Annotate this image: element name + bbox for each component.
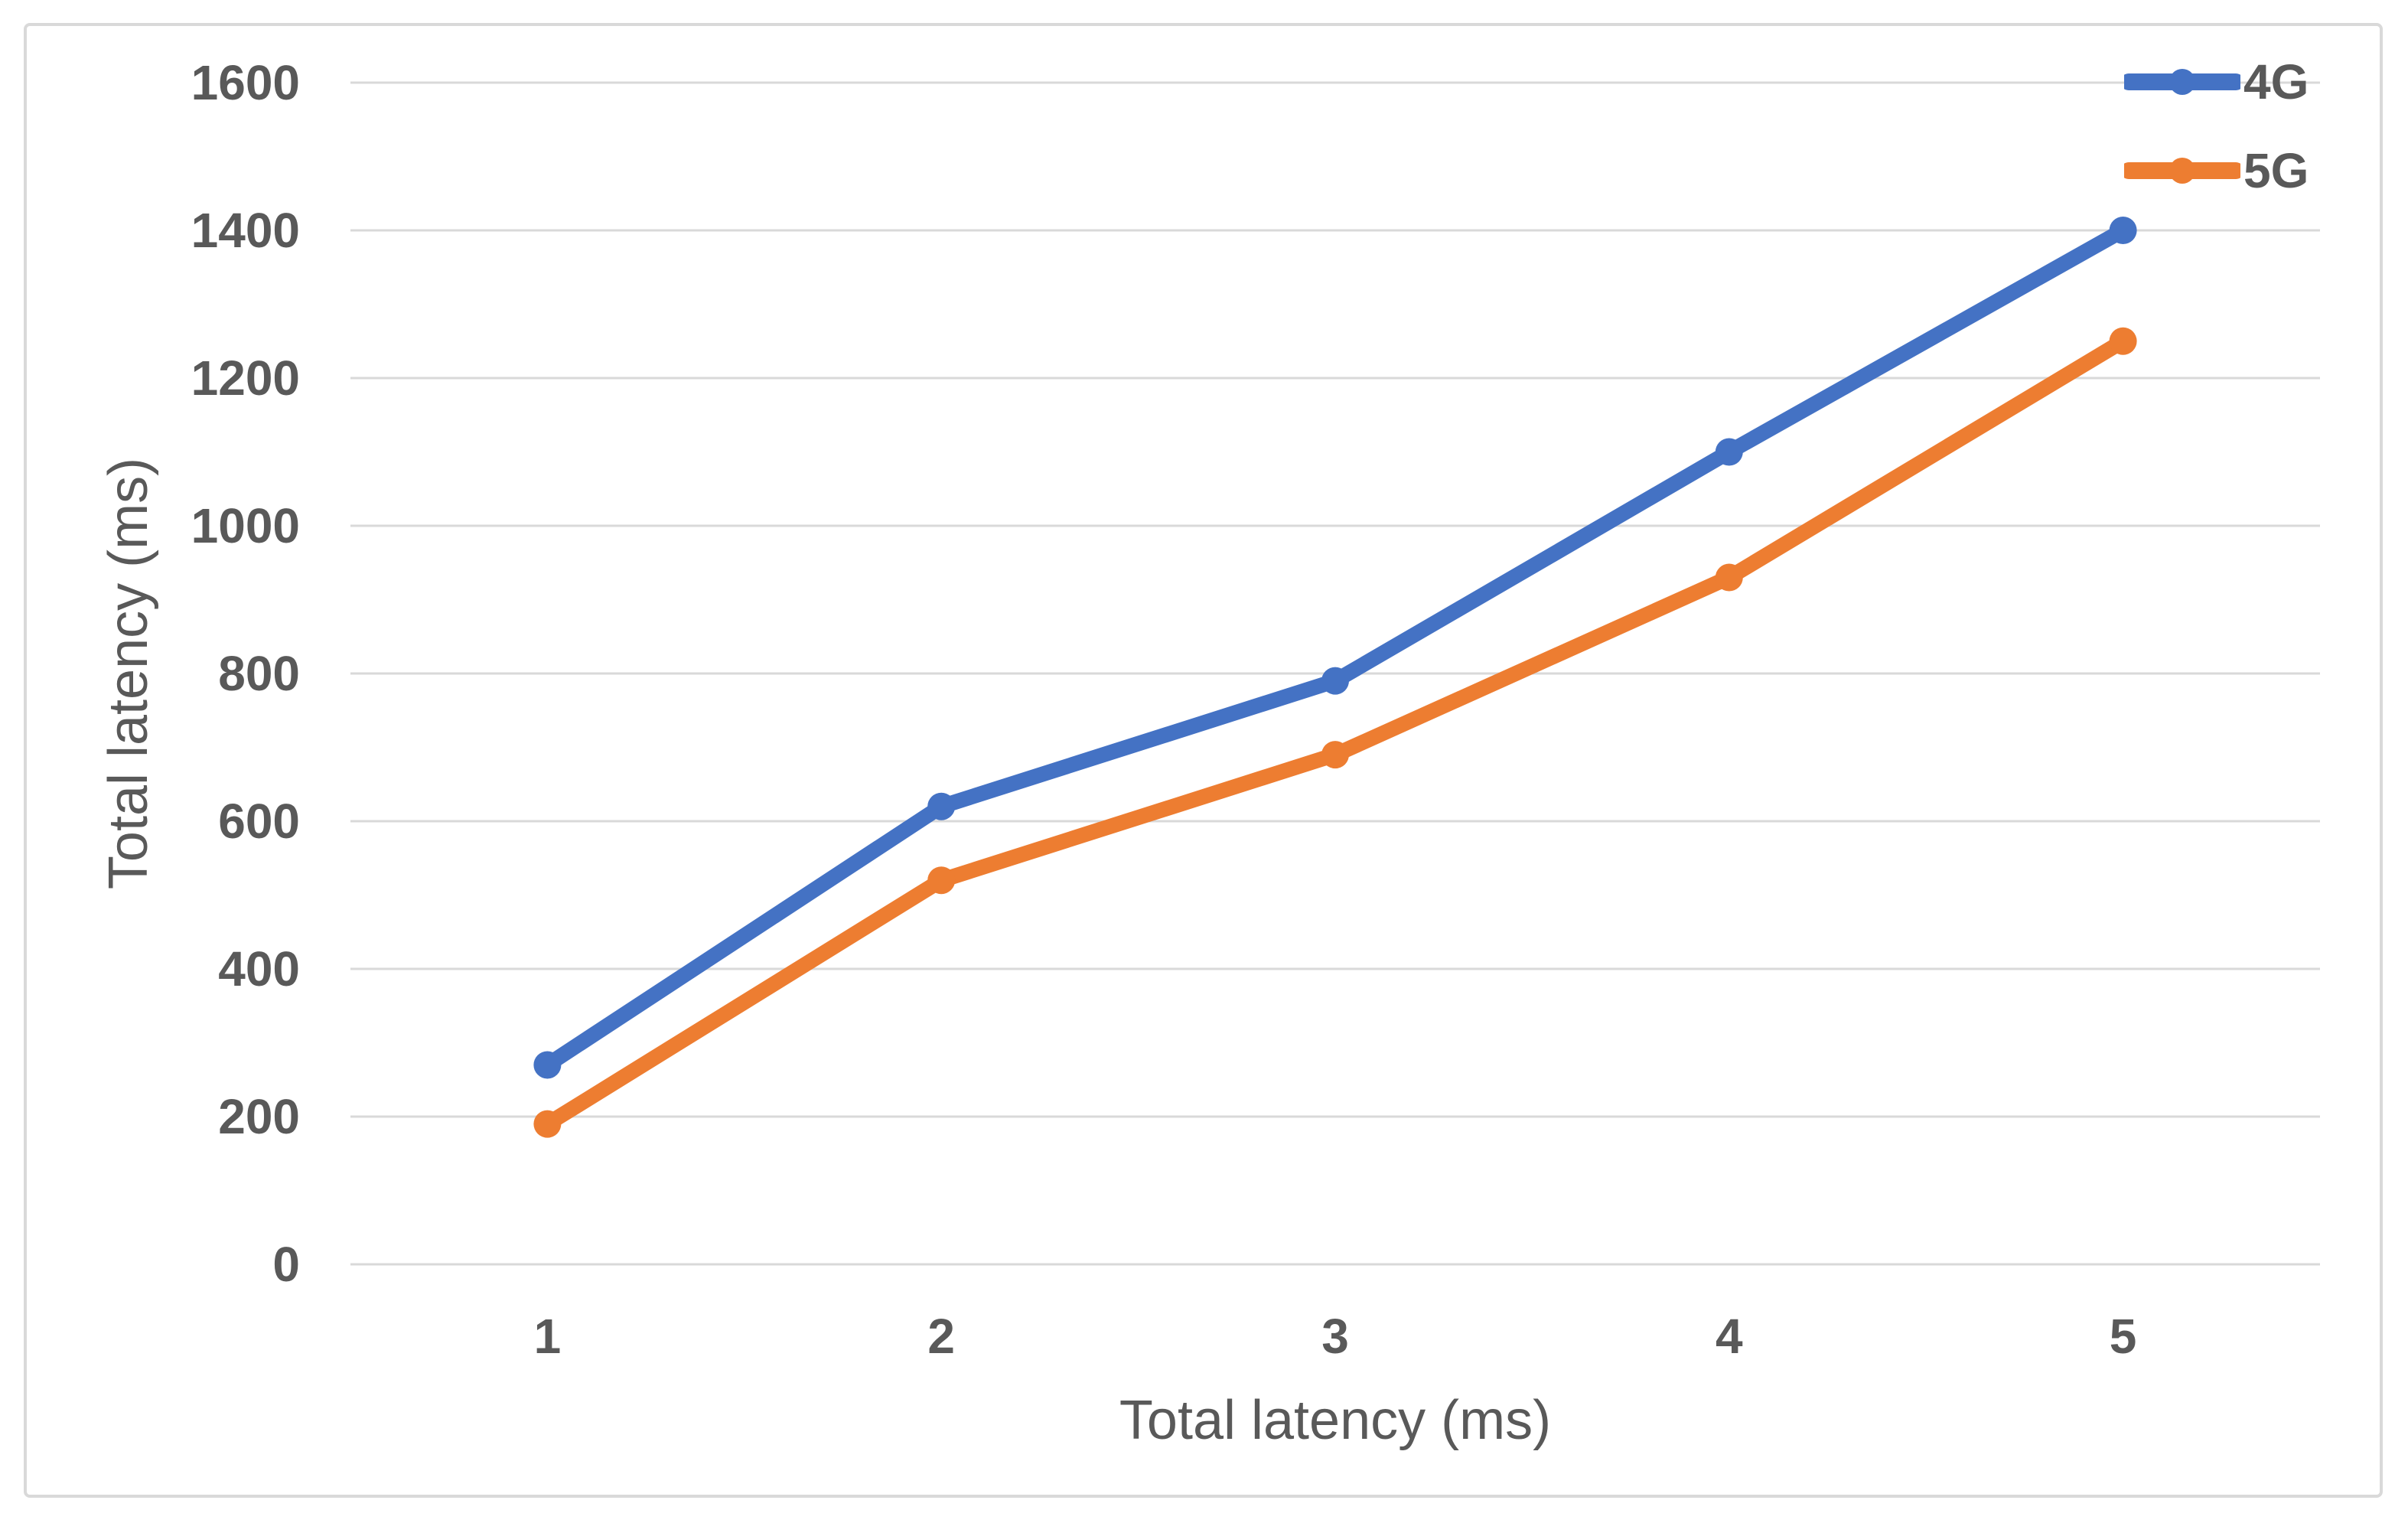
legend-item-5G: 5G bbox=[2124, 135, 2309, 206]
chart-border bbox=[24, 23, 2383, 1498]
x-tick-label: 1 bbox=[533, 1309, 562, 1364]
legend-item-4G: 4G bbox=[2124, 47, 2309, 117]
x-axis-title: Total latency (ms) bbox=[1119, 1390, 1552, 1451]
data-point-marker-5G bbox=[1715, 563, 1743, 592]
y-tick-label: 1200 bbox=[191, 351, 300, 406]
legend-swatch-line-icon bbox=[2124, 158, 2240, 184]
y-tick-label: 1600 bbox=[191, 55, 300, 110]
y-axis-title: Total latency (ms) bbox=[98, 457, 159, 890]
x-tick-label: 4 bbox=[1716, 1309, 1743, 1364]
legend-swatch-line-icon bbox=[2124, 69, 2240, 95]
y-tick-label: 1400 bbox=[191, 203, 300, 258]
y-tick-label: 800 bbox=[218, 646, 300, 701]
data-point-marker-4G bbox=[533, 1051, 562, 1079]
data-point-marker-4G bbox=[2109, 217, 2137, 244]
data-point-marker-5G bbox=[1321, 741, 1349, 769]
y-tick-label: 600 bbox=[218, 794, 300, 849]
y-tick-label: 0 bbox=[272, 1237, 300, 1292]
data-point-marker-4G bbox=[1321, 667, 1349, 695]
x-tick-label: 5 bbox=[2109, 1309, 2137, 1364]
data-point-marker-5G bbox=[533, 1110, 562, 1138]
data-point-marker-5G bbox=[2109, 327, 2137, 355]
legend-label: 4G bbox=[2243, 54, 2309, 109]
y-tick-label: 200 bbox=[218, 1089, 300, 1144]
x-tick-label: 3 bbox=[1321, 1309, 1349, 1364]
data-point-marker-4G bbox=[1715, 438, 1743, 466]
series-line-4G bbox=[539, 223, 2131, 1073]
legend-label: 5G bbox=[2243, 143, 2309, 198]
y-tick-label: 1000 bbox=[191, 498, 300, 553]
x-tick-label: 2 bbox=[927, 1309, 955, 1364]
series-line-5G bbox=[539, 333, 2131, 1132]
data-point-marker-5G bbox=[927, 866, 956, 895]
data-point-marker-4G bbox=[927, 792, 956, 820]
legend: 4G 5G bbox=[2124, 47, 2309, 206]
y-tick-label: 400 bbox=[218, 941, 300, 996]
